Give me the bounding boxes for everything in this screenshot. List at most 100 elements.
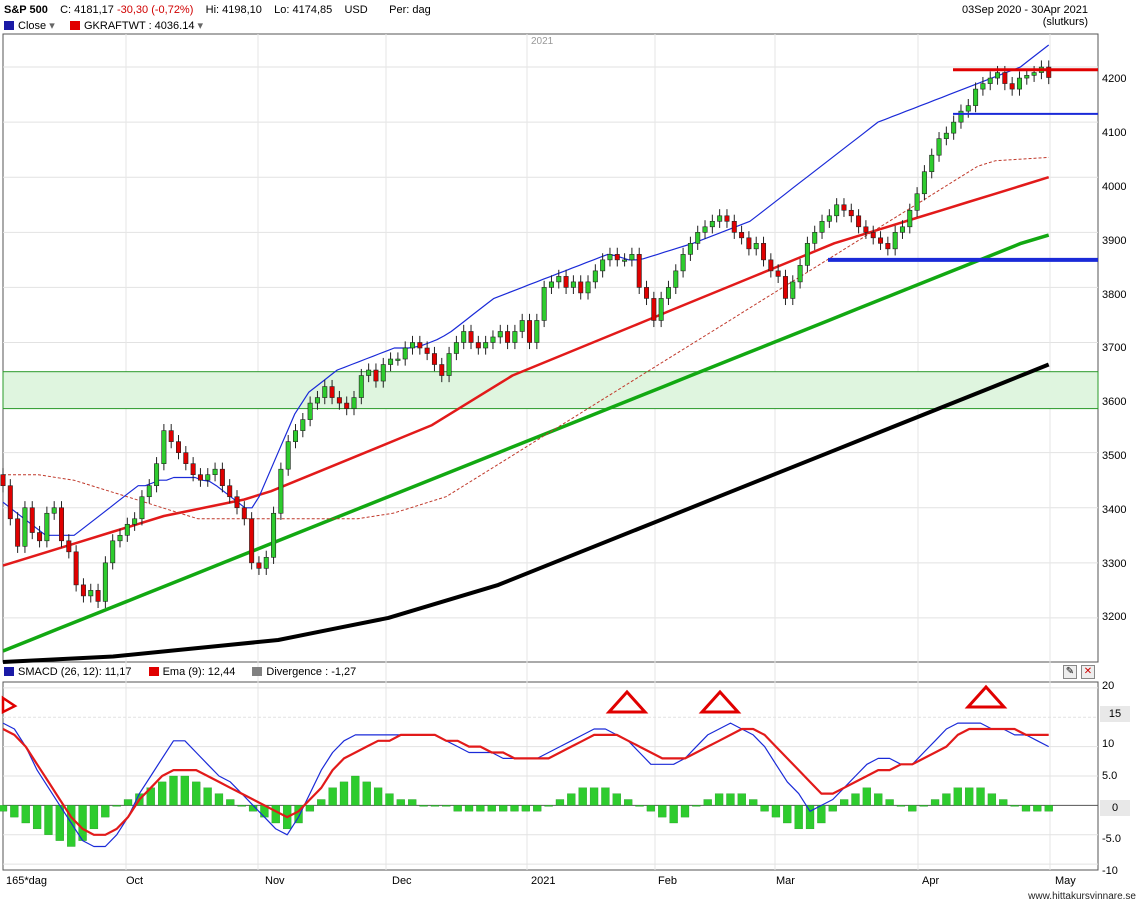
candle-body — [600, 259, 606, 272]
divergence-bar — [612, 793, 621, 806]
triangle-marker — [1, 695, 18, 715]
date-range: 03Sep 2020 - 30Apr 2021 — [962, 4, 1088, 16]
divergence-bar — [419, 805, 428, 807]
candle-body — [899, 226, 905, 233]
candle-body — [819, 220, 825, 233]
swatch-close — [4, 21, 14, 30]
site-url[interactable]: www.hittakursvinnare.se — [1028, 891, 1136, 902]
candle-body — [622, 259, 628, 262]
candle-body — [687, 243, 693, 255]
candle-body — [139, 496, 145, 520]
candle-body — [636, 254, 642, 288]
candle-body — [15, 518, 21, 547]
legend-ema[interactable]: Ema (9): 12,44 — [148, 666, 235, 678]
candle-body — [965, 105, 971, 112]
price-panel-frame — [2, 33, 1099, 663]
divergence-bar — [976, 787, 985, 806]
divergence-bar — [112, 805, 121, 807]
candle-body — [373, 369, 379, 382]
candle-body — [921, 171, 927, 195]
candle-body — [285, 441, 291, 470]
divergence-bar — [362, 781, 371, 806]
divergence-bar — [839, 799, 849, 806]
divergence-bar — [862, 787, 871, 806]
divergence-bar — [21, 805, 30, 824]
swatch-ema — [148, 667, 159, 676]
divergence-bar — [1044, 805, 1053, 812]
indicator-tick: 20 — [1102, 680, 1115, 692]
candle-body — [190, 463, 196, 476]
candle-body — [80, 584, 86, 597]
legend-smacd[interactable]: SMACD (26, 12): 11,17 — [4, 666, 132, 678]
divergence-bar — [828, 805, 837, 812]
candle-body — [44, 512, 50, 542]
candle-body — [483, 342, 489, 349]
settings-icon[interactable]: ✎ — [1063, 665, 1077, 679]
candle-body — [1046, 66, 1052, 78]
candle-body — [746, 237, 752, 250]
triangle-marker — [698, 689, 742, 714]
close-icon[interactable]: ✕ — [1081, 665, 1095, 679]
candle-body — [453, 342, 459, 354]
candle-body — [497, 331, 503, 338]
divergence-bar — [464, 805, 474, 812]
candle-body — [702, 226, 708, 233]
candle-body — [256, 562, 262, 569]
period-label: 165*dag — [6, 875, 47, 887]
candle-body — [826, 215, 832, 222]
chevron-down-icon[interactable]: ▾ — [49, 20, 55, 32]
candle-body — [739, 232, 745, 239]
divergence-bar — [885, 799, 894, 806]
divergence-bar — [760, 805, 769, 812]
candle-body — [1016, 77, 1022, 90]
candle-body — [987, 77, 993, 84]
support-zone — [2, 371, 1099, 410]
candle-body — [461, 331, 467, 343]
candle-body — [578, 281, 584, 294]
divergence-bar — [635, 805, 644, 807]
candle-body — [212, 468, 218, 476]
price-tick: 3800 — [1102, 289, 1127, 301]
legend-divergence[interactable]: Divergence : -1,27 — [252, 666, 356, 678]
divergence-bar — [953, 787, 962, 806]
candle-body — [424, 347, 430, 354]
candle-body — [234, 496, 240, 509]
price-tick: 4000 — [1102, 181, 1127, 193]
candle-body — [329, 386, 335, 398]
triangle-marker — [605, 689, 649, 714]
candle-body — [468, 331, 474, 343]
candle-body — [110, 540, 116, 564]
divergence-bar — [328, 787, 337, 806]
candle-body — [358, 375, 364, 398]
candle-body — [227, 485, 233, 498]
candle-body — [380, 364, 386, 382]
candle-body — [848, 209, 854, 217]
legend-gkraftwt[interactable]: GKRAFTWT : 4036.14 ▾ — [70, 20, 203, 32]
divergence-bar — [0, 805, 8, 812]
candle-body — [88, 590, 94, 597]
candle-body — [592, 270, 598, 283]
candle-body — [263, 557, 269, 569]
candle-body — [322, 386, 328, 398]
candle-body — [271, 512, 277, 558]
series-legend: Close ▾ GKRAFTWT : 4036.14 ▾ — [4, 19, 203, 32]
candle-body — [66, 540, 72, 553]
legend-close[interactable]: Close ▾ — [4, 20, 55, 32]
candle-body — [731, 220, 737, 233]
divergence-bar — [1010, 805, 1019, 807]
candle-body — [929, 154, 935, 173]
price-tick: 4100 — [1102, 127, 1127, 139]
date-range-info: 03Sep 2020 - 30Apr 2021 (slutkurs) — [962, 4, 1088, 28]
candle-body — [709, 220, 715, 228]
candle-body — [95, 590, 101, 602]
ma-black-line — [2, 362, 1050, 664]
indicator-tick: -10 — [1102, 865, 1118, 877]
divergence-bar — [237, 805, 246, 807]
year-marker: 2021 — [531, 36, 554, 47]
chevron-down-icon[interactable]: ▾ — [197, 20, 204, 32]
candle-body — [695, 232, 701, 244]
divergence-bar — [817, 805, 826, 824]
divergence-bar — [1033, 805, 1042, 812]
candle-body — [124, 523, 130, 536]
high-value: Hi: 4198,10 — [205, 4, 262, 16]
